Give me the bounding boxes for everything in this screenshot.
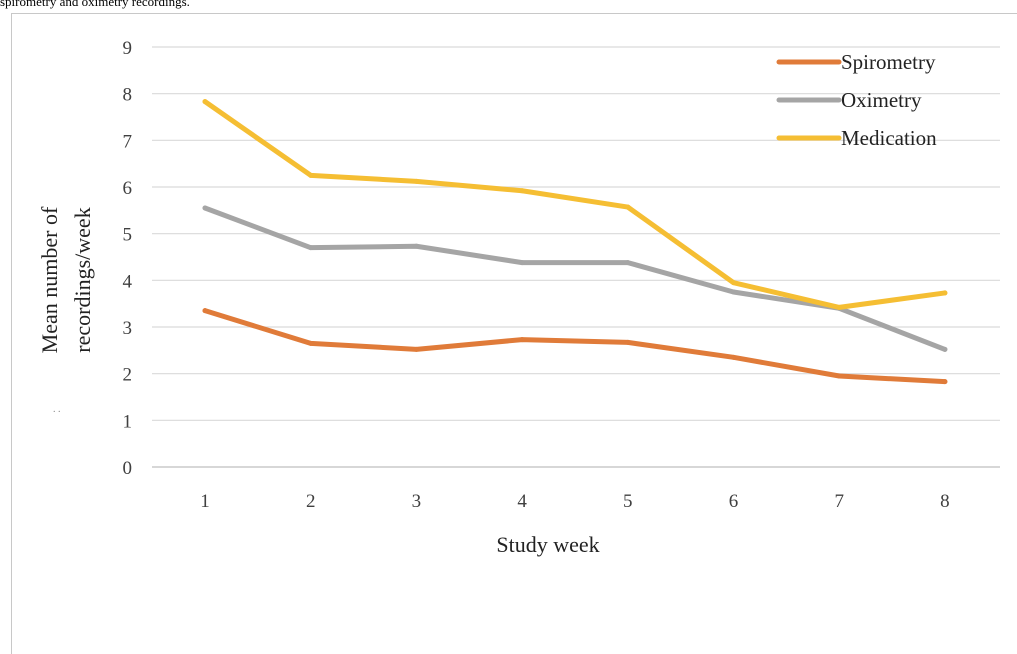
data-point-medication — [731, 280, 736, 286]
y-tick-label: 9 — [123, 38, 133, 59]
data-point-oximetry — [942, 346, 948, 352]
y-tick-label: 0 — [123, 458, 133, 479]
x-tick-label: 6 — [729, 491, 739, 512]
x-tick-label: 7 — [834, 491, 844, 512]
data-point-medication — [836, 304, 842, 310]
figure-caption: spirometry and oximetry recordings. — [0, 0, 190, 9]
data-point-spirometry — [731, 354, 736, 360]
x-tick-label: 4 — [517, 491, 527, 512]
y-tick-label: 2 — [123, 365, 133, 386]
data-point-spirometry — [308, 340, 314, 346]
x-axis-title: Study week — [496, 532, 599, 557]
y-tick-label: 3 — [123, 318, 133, 339]
x-tick-label: 3 — [412, 491, 422, 512]
data-point-oximetry — [308, 245, 314, 251]
y-tick-label: 6 — [123, 178, 133, 199]
legend-label-oximetry: Oximetry — [841, 88, 922, 112]
data-point-oximetry — [519, 260, 525, 266]
y-tick-label: 5 — [123, 225, 133, 246]
data-point-spirometry — [202, 308, 208, 314]
x-tick-label: 2 — [306, 491, 316, 512]
series-line-spirometry — [202, 308, 948, 385]
y-axis-title-line1: Mean number of — [37, 206, 62, 353]
y-tick-label: 1 — [123, 411, 133, 432]
y-axis-title-line2: recordings/week — [70, 207, 95, 352]
series-lines — [202, 99, 948, 385]
y-tick-label: 7 — [123, 131, 133, 152]
legend-label-medication: Medication — [841, 126, 937, 150]
data-point-oximetry — [202, 205, 208, 211]
x-tick-label: 5 — [623, 491, 633, 512]
y-tick-label: 4 — [123, 271, 133, 292]
data-point-oximetry — [413, 243, 419, 249]
y-tick-label: 8 — [123, 85, 133, 106]
data-point-spirometry — [625, 339, 631, 345]
data-point-medication — [308, 172, 314, 178]
data-point-spirometry — [836, 373, 842, 379]
series-line-oximetry — [202, 205, 948, 352]
data-point-spirometry — [413, 346, 419, 352]
data-point-spirometry — [519, 337, 525, 343]
data-point-medication — [202, 99, 208, 105]
legend-label-spirometry: Spirometry — [841, 50, 936, 74]
chart-frame — [11, 13, 1017, 654]
data-point-medication — [942, 290, 948, 296]
legend: Spirometry Oximetry Medication — [776, 50, 937, 150]
y-axis-title: Mean number of recordings/week — [37, 206, 95, 353]
x-tick-label: 8 — [940, 491, 950, 512]
data-point-spirometry — [942, 379, 948, 385]
stray-dots: . . — [53, 404, 61, 415]
data-point-medication — [625, 204, 631, 210]
data-point-oximetry — [731, 289, 736, 295]
data-point-medication — [413, 178, 419, 184]
y-axis-ticks: 0 1 2 3 4 5 6 7 8 9 — [123, 38, 133, 479]
x-axis-ticks: 1 2 3 4 5 6 7 8 — [200, 491, 949, 512]
data-point-oximetry — [625, 260, 631, 266]
x-tick-label: 1 — [200, 491, 210, 512]
gridlines — [152, 46, 1000, 468]
data-point-medication — [519, 188, 525, 194]
series-line-medication — [202, 99, 948, 310]
